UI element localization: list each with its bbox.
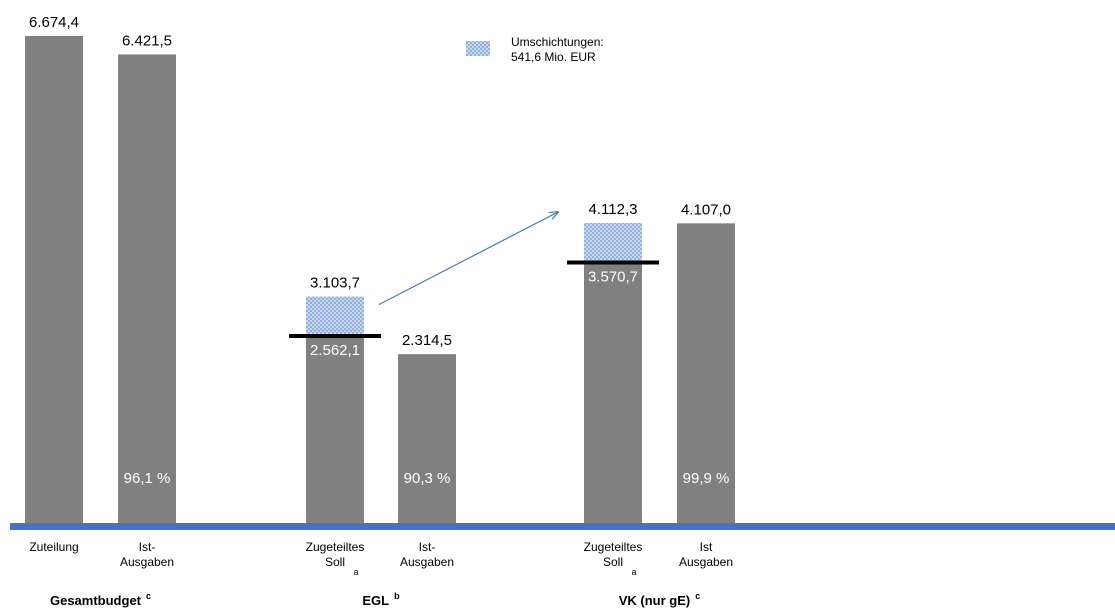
value-label: 2.314,5 xyxy=(402,332,452,349)
legend-label: 541,6 Mio. EUR xyxy=(511,50,596,64)
value-label: 6.421,5 xyxy=(122,32,172,49)
category-label: Ausgaben xyxy=(679,555,733,569)
category-label: Soll xyxy=(603,555,623,569)
bar xyxy=(118,54,176,523)
footnote-marker: a xyxy=(353,567,358,577)
bar xyxy=(25,36,83,523)
footnote-marker: a xyxy=(631,567,636,577)
category-label: Soll xyxy=(325,555,345,569)
category-label: Ist xyxy=(700,540,713,554)
value-label: 6.674,4 xyxy=(29,14,79,31)
group-label: VK (nur gE) c xyxy=(619,591,701,608)
percent-label: 99,9 % xyxy=(683,470,730,487)
legend-swatch xyxy=(466,41,490,56)
category-label: Zugeteiltes xyxy=(306,540,365,554)
bar xyxy=(677,223,735,523)
base-value-label: 2.562,1 xyxy=(310,342,360,359)
group-footnote-marker: c xyxy=(695,591,700,601)
category-label: Ausgaben xyxy=(400,555,454,569)
category-label: Ist- xyxy=(419,540,436,554)
value-label: 4.107,0 xyxy=(681,201,731,218)
group-name: EGL xyxy=(362,593,389,608)
value-label: 4.112,3 xyxy=(589,201,638,218)
percent-label: 90,3 % xyxy=(404,470,451,487)
value-label: 3.103,7 xyxy=(310,275,360,292)
group-label: EGL b xyxy=(362,591,400,608)
category-label: Ausgaben xyxy=(120,555,174,569)
category-label: Zuteilung xyxy=(29,540,78,554)
bar xyxy=(306,336,364,523)
legend-label: Umschichtungen: xyxy=(511,35,604,49)
reallocation-segment xyxy=(584,222,642,263)
group-label: Gesamtbudget c xyxy=(50,591,151,608)
legend: Umschichtungen:541,6 Mio. EUR xyxy=(466,35,604,64)
percent-label: 96,1 % xyxy=(124,470,171,487)
reallocation-arrow xyxy=(378,212,558,306)
bars-layer xyxy=(25,36,735,523)
group-footnote-marker: b xyxy=(394,591,400,601)
base-value-label: 3.570,7 xyxy=(588,268,638,285)
group-footnote-marker: c xyxy=(146,591,151,601)
group-name: Gesamtbudget xyxy=(50,593,142,608)
category-label: Ist- xyxy=(139,540,156,554)
group-name: VK (nur gE) xyxy=(619,593,691,608)
reallocation-segment xyxy=(306,296,364,337)
category-label: Zugeteiltes xyxy=(584,540,643,554)
bar xyxy=(584,262,642,523)
bar xyxy=(398,354,456,523)
x-axis-baseline xyxy=(10,523,1115,530)
